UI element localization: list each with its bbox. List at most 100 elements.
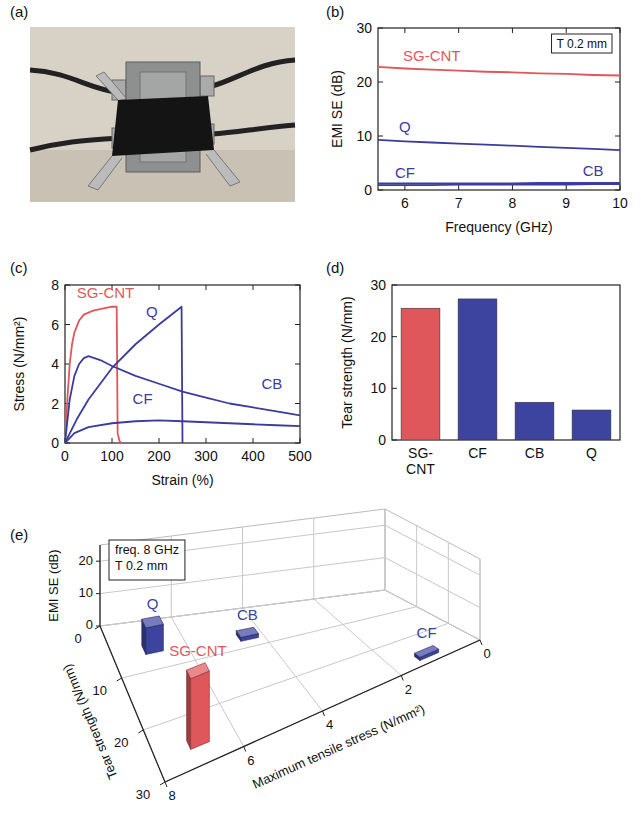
x-tick [566,28,567,33]
y-tick-label: 30 [370,277,386,293]
plot-area [142,616,439,749]
grid-line [385,509,386,590]
x-tick [165,782,167,787]
series-label: SG-CNT [77,284,135,301]
panel-letter: (b) [326,3,344,20]
photo-connector [200,76,214,96]
x-tick-label: CF [468,445,487,461]
y-tick [378,190,383,191]
series-line [378,182,620,184]
y-tick-label: 30 [356,20,372,36]
y-tick [615,190,620,191]
floor [100,590,480,782]
bar-label: Q [147,595,159,612]
grid-line [243,608,323,711]
grid-line [385,558,480,608]
figure: (a)(b)(c)(d)(e)6789100102030Frequency (G… [0,0,641,818]
bar-top [414,645,438,657]
series-label: Q [399,118,411,135]
grid-line [448,542,449,623]
z-tick [96,593,100,594]
x-tick [512,185,513,190]
y-tick-label: 20 [114,735,128,750]
x-tick [323,711,325,716]
x-tick-label: 2 [405,682,412,697]
side-wall [385,509,480,640]
y-tick-label: 0 [51,435,59,451]
bar [401,308,440,440]
bar [572,410,611,440]
grid-line [416,526,417,607]
plot-area [401,299,611,440]
x-tick-label: CB [525,445,544,461]
y-tick [295,403,300,404]
y-tick-label: 6 [51,317,59,333]
bar-top [187,663,210,679]
plot-frame [65,285,300,443]
series-label: SG-CNT [403,47,461,64]
plot-area [65,307,300,443]
y-tick-label: 20 [370,329,386,345]
x-tick-label: 6 [401,195,409,211]
grid-line [242,527,243,608]
x-tick-label: 10 [612,195,628,211]
series-line [378,67,620,76]
x-tick [300,438,301,443]
x-tick [112,438,113,443]
x-tick-label: 8 [168,788,175,803]
y-tick [295,364,300,365]
x-axis-title: Frequency (GHz) [445,219,552,235]
y-tick-label: 10 [92,683,106,698]
y-tick-label: 20 [356,74,372,90]
y-tick [138,730,143,733]
y-tick [295,324,300,325]
grid-line [100,525,385,561]
x-tick [206,438,207,443]
y-tick [295,443,300,444]
x-tick [404,28,405,33]
z-tick-label: 20 [79,553,93,568]
y-tick-label: 30 [136,787,150,802]
y-tick [615,82,620,83]
y-axis-title: Stress (N/mm²) [11,317,27,412]
x-axis-title: Maximum tensile stress (N/mm²) [250,701,427,792]
panel-letter: (d) [326,259,344,276]
y-tick-label: 4 [51,356,59,372]
bar-front [146,624,164,654]
bar [515,402,554,440]
x-tick [253,285,254,290]
y-tick [392,285,397,286]
x-tick-label: 200 [147,448,171,464]
bar-top [236,627,258,637]
y-axis-title: Tear strength (N/mm) [59,662,120,781]
x-tick-label: SG-CNT [406,445,435,477]
y-tick [65,324,70,325]
bar-label: SG-CNT [169,642,227,659]
x-tick-label: 0 [483,646,490,661]
photo-clip [112,96,214,156]
z-axis-line [99,545,100,626]
x-tick [512,28,513,33]
back-wall [100,509,385,626]
annotation: T 0.2 mm [557,37,607,51]
y-axis-title: Tear strength (N/mm) [339,296,355,428]
grid-line [480,559,481,640]
bar-label: CB [237,606,258,623]
series-label: CF [395,164,415,181]
x-tick-label: 0 [61,448,69,464]
series-label: Q [146,303,158,320]
plot-frame [392,285,620,440]
grid-line [314,599,402,676]
panel-letter: (e) [10,526,28,543]
x-tick [566,185,567,190]
x-tick-label: Q [586,445,597,461]
x-tick-label: 300 [194,448,218,464]
x-tick-label: 100 [100,448,124,464]
x-tick [159,438,160,443]
y-tick [160,782,165,785]
annotation-box [109,540,185,580]
y-axis-title: EMI SE (dB) [329,70,345,148]
photo [30,27,295,202]
x-axis-title: Strain (%) [151,472,213,488]
annotation: freq. 8 GHz [115,543,179,557]
